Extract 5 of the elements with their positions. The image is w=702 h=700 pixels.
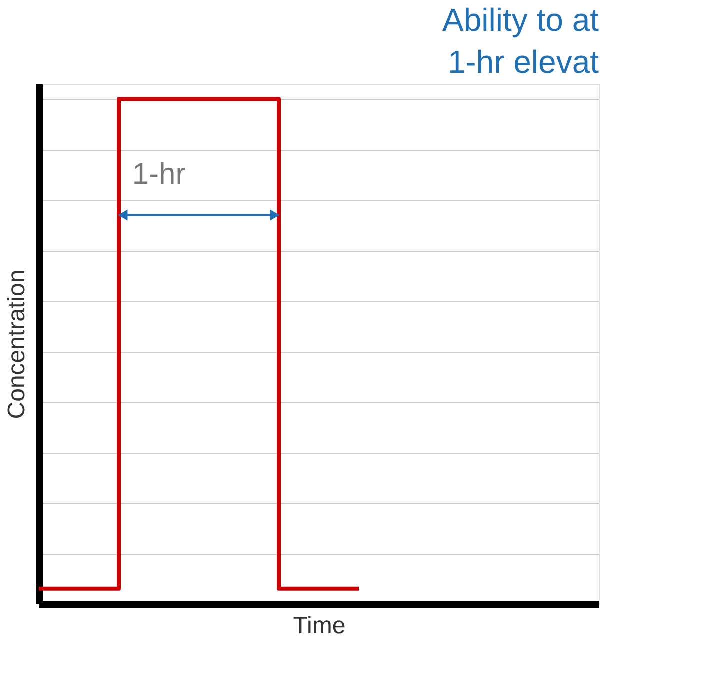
- annotation: 1-hr: [132, 158, 186, 192]
- y-axis-title: Concentration: [4, 270, 30, 420]
- text: Ability to at: [442, 2, 599, 38]
- x-axis-title: Time: [293, 612, 346, 640]
- text: 1-hr elevat: [448, 44, 599, 80]
